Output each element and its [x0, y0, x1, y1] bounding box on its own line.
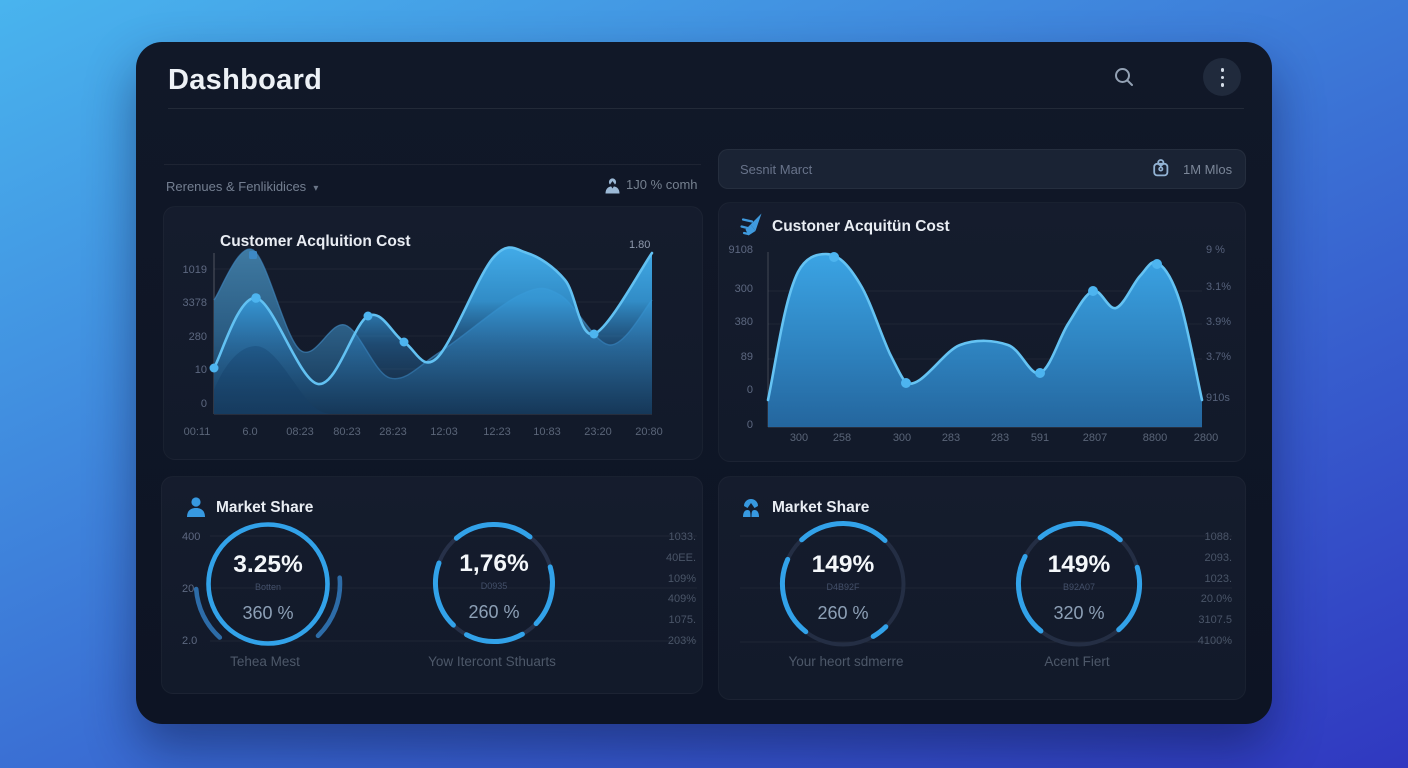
svg-text:1,76%: 1,76%	[459, 550, 529, 577]
svg-text:0: 0	[201, 398, 207, 410]
svg-text:4100%: 4100%	[1198, 635, 1232, 647]
svg-text:1023.: 1023.	[1204, 573, 1232, 585]
svg-text:258: 258	[833, 432, 851, 444]
svg-text:Acent Fiert: Acent Fiert	[1044, 654, 1110, 669]
svg-text:283: 283	[942, 432, 960, 444]
svg-text:20.0%: 20.0%	[1201, 593, 1232, 605]
svg-text:3.1%: 3.1%	[1206, 281, 1231, 293]
svg-text:Your heort sdmerre: Your heort sdmerre	[788, 654, 903, 669]
svg-text:80:23: 80:23	[333, 426, 361, 438]
svg-text:109%: 109%	[668, 573, 696, 585]
svg-text:1088.: 1088.	[1204, 531, 1232, 543]
svg-text:203%: 203%	[668, 635, 696, 647]
svg-text:2093.: 2093.	[1204, 552, 1232, 564]
svg-text:28:23: 28:23	[379, 426, 407, 438]
svg-text:400: 400	[182, 531, 200, 543]
svg-text:20:80: 20:80	[635, 426, 663, 438]
svg-text:300: 300	[790, 432, 808, 444]
svg-text:6.0: 6.0	[242, 426, 257, 438]
svg-text:Tehea Mest: Tehea Mest	[230, 654, 300, 669]
svg-text:1075.: 1075.	[668, 614, 696, 626]
svg-text:40EE.: 40EE.	[666, 552, 696, 564]
svg-text:Customer Acqluition Cost: Customer Acqluition Cost	[220, 233, 411, 250]
svg-text:23:20: 23:20	[584, 426, 612, 438]
svg-text:10:83: 10:83	[533, 426, 561, 438]
svg-text:320 %: 320 %	[1053, 603, 1104, 623]
svg-text:3378: 3378	[183, 297, 207, 309]
svg-text:280: 280	[189, 331, 207, 343]
svg-text:B92A07: B92A07	[1063, 582, 1095, 592]
svg-text:300: 300	[735, 283, 753, 295]
svg-text:Yow Itercont Sthuarts: Yow Itercont Sthuarts	[428, 654, 556, 669]
svg-text:10: 10	[195, 364, 207, 376]
svg-text:380: 380	[735, 316, 753, 328]
svg-text:283: 283	[991, 432, 1009, 444]
svg-text:3.7%: 3.7%	[1206, 351, 1231, 363]
svg-text:Market Share: Market Share	[772, 499, 870, 516]
svg-text:0: 0	[747, 419, 753, 431]
svg-text:12:03: 12:03	[430, 426, 458, 438]
svg-text:9108: 9108	[729, 244, 753, 256]
svg-text:1.80: 1.80	[629, 239, 650, 251]
svg-text:149%: 149%	[1048, 551, 1111, 578]
svg-text:Custoner Acquitün Cost: Custoner Acquitün Cost	[772, 218, 950, 235]
svg-text:910s: 910s	[1206, 392, 1230, 404]
svg-text:00:11: 00:11	[184, 426, 211, 438]
svg-text:D0935: D0935	[481, 581, 508, 591]
svg-text:Market Share: Market Share	[216, 499, 314, 516]
svg-text:3107.5: 3107.5	[1198, 614, 1232, 626]
svg-text:D4B92F: D4B92F	[826, 582, 860, 592]
svg-text:89: 89	[741, 351, 753, 363]
svg-text:260 %: 260 %	[817, 603, 868, 623]
svg-text:300: 300	[893, 432, 911, 444]
svg-text:9 %: 9 %	[1206, 244, 1225, 256]
svg-text:2807: 2807	[1083, 432, 1107, 444]
svg-text:2.0: 2.0	[182, 635, 197, 647]
svg-text:12:23: 12:23	[483, 426, 511, 438]
svg-text:2800: 2800	[1194, 432, 1218, 444]
svg-text:8800: 8800	[1143, 432, 1167, 444]
svg-text:149%: 149%	[812, 551, 875, 578]
svg-text:409%: 409%	[668, 593, 696, 605]
svg-text:591: 591	[1031, 432, 1049, 444]
svg-text:Botten: Botten	[255, 582, 281, 592]
svg-text:1019: 1019	[183, 264, 207, 276]
svg-text:1033.: 1033.	[668, 531, 696, 543]
svg-text:360 %: 360 %	[242, 603, 293, 623]
svg-text:08:23: 08:23	[286, 426, 314, 438]
svg-text:0: 0	[747, 384, 753, 396]
svg-text:3.9%: 3.9%	[1206, 316, 1231, 328]
svg-text:20: 20	[182, 583, 194, 595]
svg-text:3.25%: 3.25%	[233, 551, 303, 578]
svg-text:260 %: 260 %	[468, 602, 519, 622]
